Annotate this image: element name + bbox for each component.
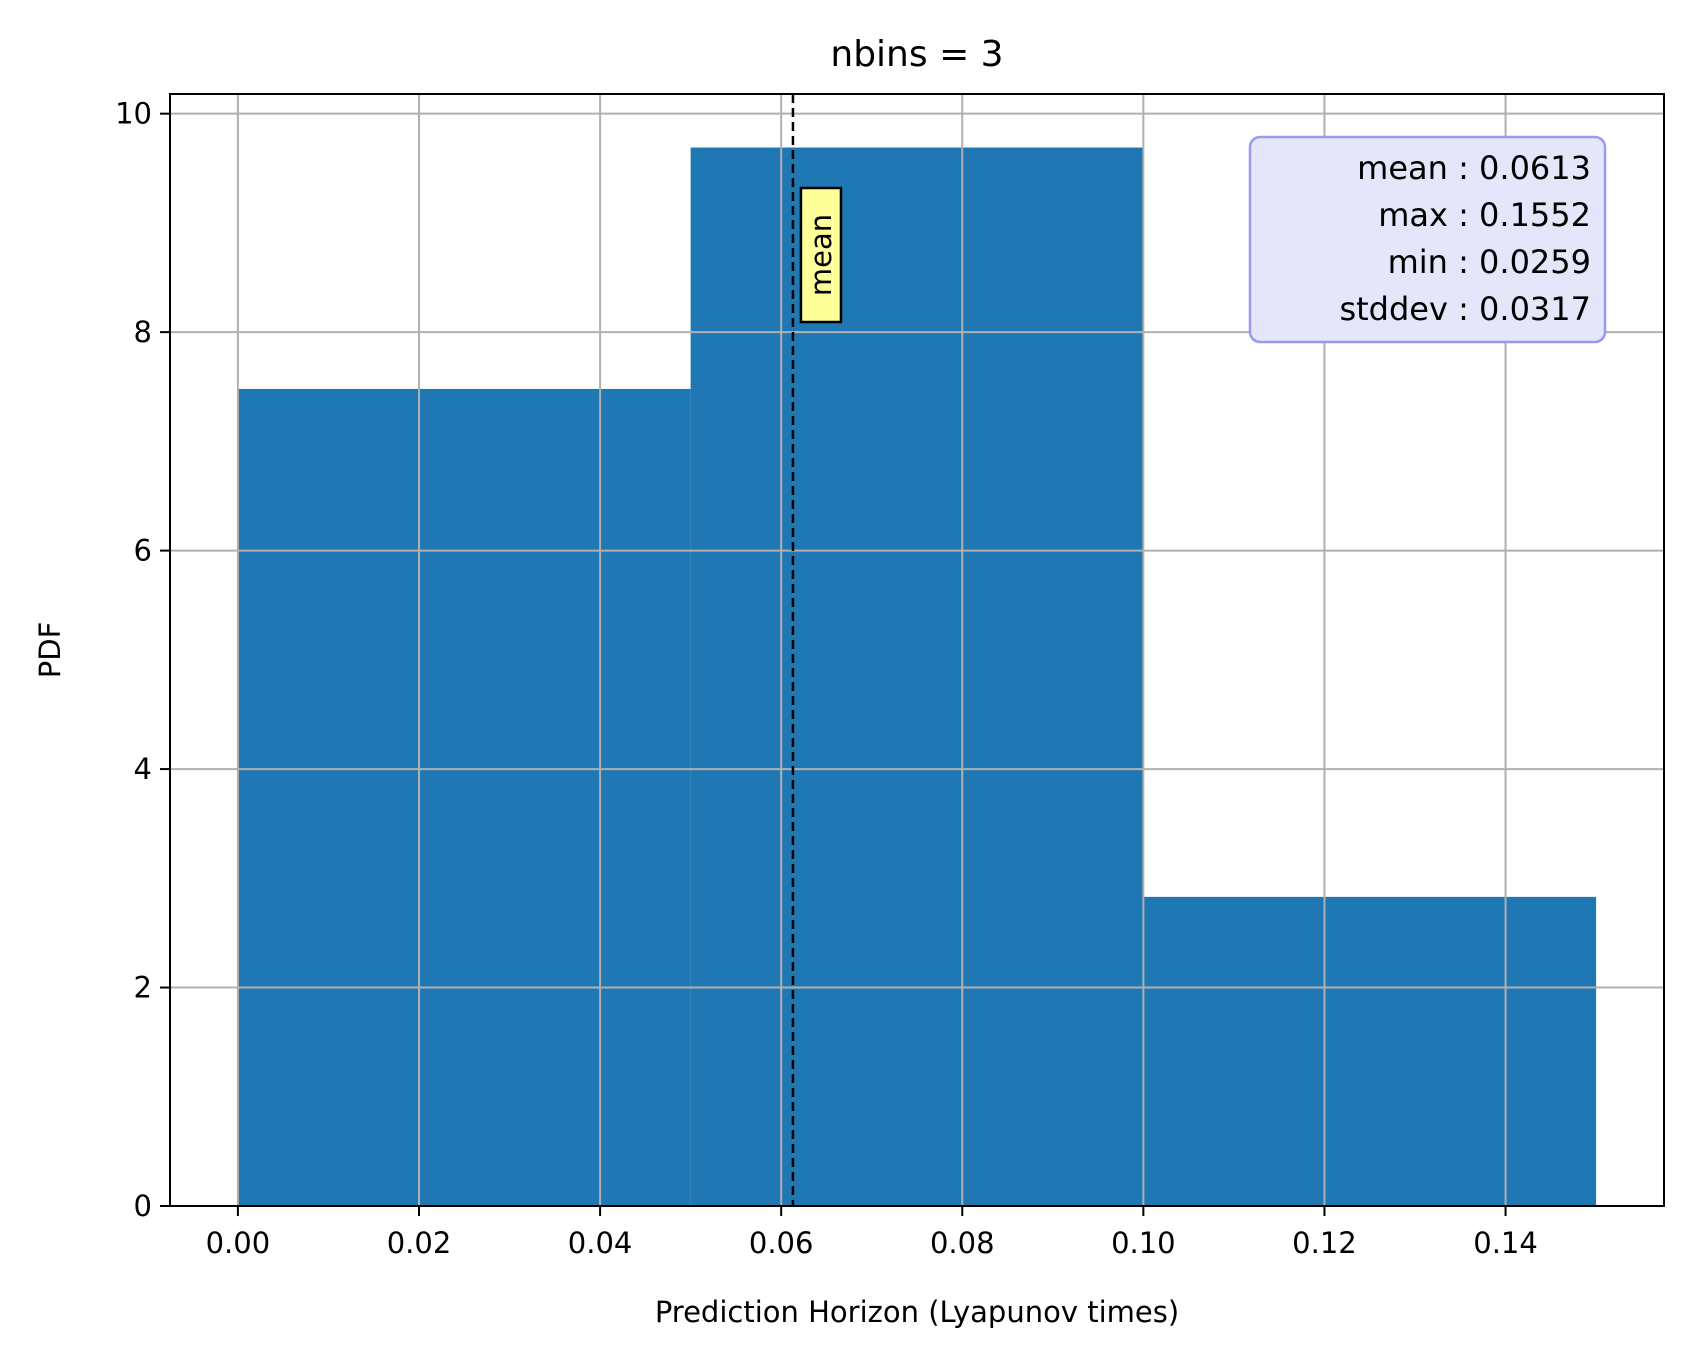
y-tick-label: 4 bbox=[134, 752, 152, 786]
x-tick-label: 0.10 bbox=[1111, 1226, 1176, 1260]
y-tick-label: 10 bbox=[115, 97, 152, 131]
x-axis-label: Prediction Horizon (Lyapunov times) bbox=[655, 1295, 1179, 1329]
x-tick-label: 0.02 bbox=[387, 1226, 452, 1260]
y-tick-label: 8 bbox=[134, 315, 152, 349]
stats-line: stddev : 0.0317 bbox=[1339, 290, 1591, 328]
plot-frame bbox=[169, 93, 1665, 1207]
histogram-bars bbox=[237, 147, 1597, 1207]
y-tick-label: 0 bbox=[134, 1189, 152, 1223]
histogram-bar-3 bbox=[1143, 896, 1597, 1206]
stats-box: mean : 0.0613 max : 0.1552 min : 0.0259 std… bbox=[1248, 135, 1607, 344]
x-tick-label: 0.12 bbox=[1292, 1226, 1357, 1260]
x-tick-label: 0.04 bbox=[568, 1226, 633, 1260]
mean-marker: mean bbox=[791, 94, 843, 1206]
chart-title: nbins = 3 bbox=[830, 34, 1003, 75]
stats-line: min : 0.0259 bbox=[1388, 243, 1591, 281]
mean-label: mean bbox=[804, 214, 838, 296]
y-tick-label: 2 bbox=[134, 971, 152, 1005]
axis-ticks: 0.00 0.02 0.04 0.06 0.08 0.10 0.12 0.14 0 2 4 6 8 10 bbox=[115, 97, 1538, 1260]
x-tick-label: 0.00 bbox=[206, 1226, 271, 1260]
stats-box-frame bbox=[1248, 135, 1607, 344]
x-tick-label: 0.08 bbox=[930, 1226, 995, 1260]
histogram-bar-2 bbox=[690, 147, 1144, 1207]
y-tick-label: 6 bbox=[134, 534, 152, 568]
y-axis-label: PDF bbox=[33, 622, 67, 679]
mean-label-box bbox=[799, 186, 843, 324]
x-tick-label: 0.06 bbox=[749, 1226, 814, 1260]
histogram-bar-1 bbox=[237, 388, 691, 1206]
x-tick-label: 0.14 bbox=[1473, 1226, 1538, 1260]
stats-line: mean : 0.0613 bbox=[1357, 149, 1591, 187]
stats-line: max : 0.1552 bbox=[1378, 196, 1591, 234]
